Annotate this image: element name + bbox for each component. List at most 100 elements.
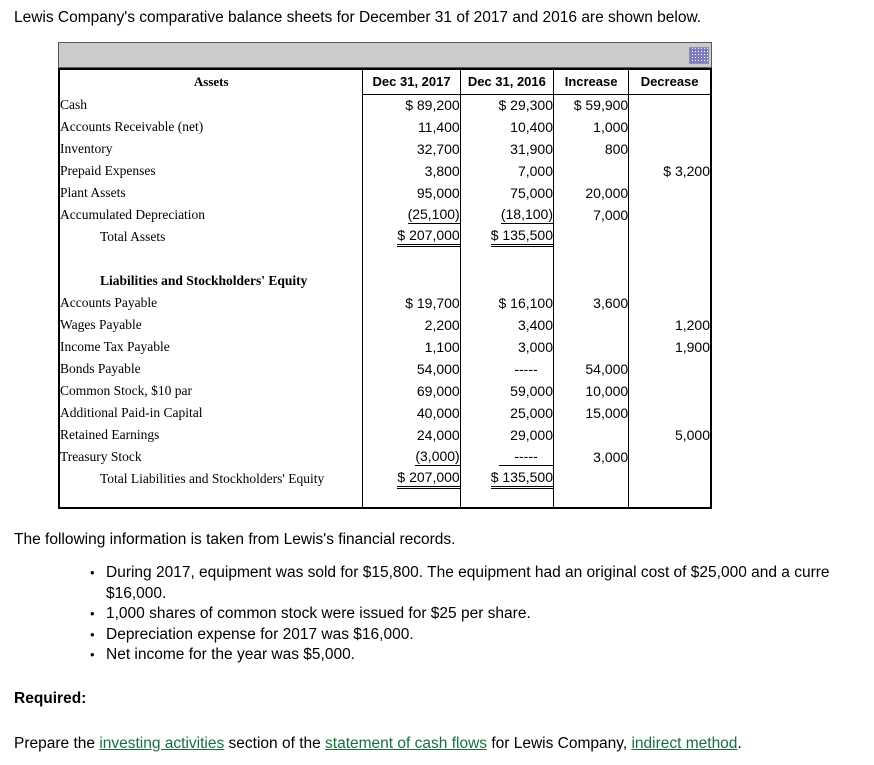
table-row: Accounts Receivable (net) 11,400 10,400 … xyxy=(59,116,711,138)
section-header-row: Liabilities and Stockholders' Equity xyxy=(59,270,711,292)
cell-decrease xyxy=(629,468,711,490)
row-label: Accumulated Depreciation xyxy=(59,204,364,226)
table-row: Accumulated Depreciation (25,100) (18,10… xyxy=(59,204,711,226)
col-header-2016: Dec 31, 2016 xyxy=(460,69,555,95)
total-liabilities-row: Total Liabilities and Stockholders' Equi… xyxy=(59,468,711,490)
cell-increase: $ 59,900 xyxy=(553,94,630,116)
table-row: Prepaid Expenses 3,800 7,000 $ 3,200 xyxy=(59,160,711,182)
row-label: Inventory xyxy=(59,138,364,160)
cell-2017: 3,800 xyxy=(362,160,461,182)
col-header-decrease: Decrease xyxy=(628,69,711,95)
row-label: Treasury Stock xyxy=(59,446,364,468)
cell-2017: 40,000 xyxy=(362,402,461,424)
cell-decrease xyxy=(629,380,711,402)
cell-decrease xyxy=(629,402,711,424)
balance-sheet-widget: Assets Dec 31, 2017 Dec 31, 2016 Increas… xyxy=(58,42,712,509)
cell-2016: 10,400 xyxy=(460,116,555,138)
cell-decrease: 1,900 xyxy=(674,339,710,355)
total-assets-row: Total Assets $ 207,000 $ 135,500 xyxy=(59,226,711,248)
cell-decrease xyxy=(629,204,711,226)
cell-2016: ----- xyxy=(460,446,555,468)
cell-2016: 7,000 xyxy=(460,160,555,182)
cell-2017: 11,400 xyxy=(362,116,461,138)
statement-of-cash-flows-link[interactable]: statement of cash flows xyxy=(325,734,488,752)
fact-1-line-2: $16,000. xyxy=(106,584,167,602)
cell-2017: (3,000) xyxy=(362,446,461,468)
row-label: Accounts Receivable (net) xyxy=(59,116,364,138)
cell-increase xyxy=(553,336,630,358)
cell-2016: ----- xyxy=(460,358,555,380)
list-item: Net income for the year was $5,000. xyxy=(90,645,874,666)
grid-icon[interactable] xyxy=(689,46,709,64)
spacer-row xyxy=(59,248,711,270)
cell-increase: 20,000 xyxy=(553,182,630,204)
list-item: 1,000 shares of common stock were issued… xyxy=(90,604,874,625)
row-label: Bonds Payable xyxy=(59,358,364,380)
table-row: Accounts Payable $ 19,700 $ 16,100 3,600 xyxy=(59,292,711,314)
table-row: Bonds Payable 54,000 ----- 54,000 xyxy=(59,358,711,380)
list-item: During 2017, equipment was sold for $15,… xyxy=(90,563,874,604)
cell-2016: $ 135,500 xyxy=(460,226,555,248)
col-header-2017: Dec 31, 2017 xyxy=(362,69,461,95)
cell-2017: 1,100 xyxy=(362,336,461,358)
table-row: Inventory 32,700 31,900 800 xyxy=(59,138,711,160)
cell-decrease xyxy=(629,182,711,204)
investing-activities-link[interactable]: investing activities xyxy=(99,734,225,752)
cell-increase xyxy=(553,468,630,490)
table-row: Wages Payable 2,200 3,400 1,200 xyxy=(59,314,711,336)
row-label: Wages Payable xyxy=(59,314,364,336)
section-header-label: Liabilities and Stockholders' Equity xyxy=(59,270,364,292)
cell-increase: 3,000 xyxy=(553,446,630,468)
indirect-method-link[interactable]: indirect method xyxy=(631,734,738,752)
cell-2017: $ 19,700 xyxy=(362,292,461,314)
row-label: Total Assets xyxy=(59,226,364,248)
cell-2016: (18,100) xyxy=(460,204,555,226)
table-row: Retained Earnings 24,000 29,000 5,000 xyxy=(59,424,711,446)
cell-2016: 25,000 xyxy=(460,402,555,424)
table-row: Treasury Stock (3,000) ----- 3,000 xyxy=(59,446,711,468)
cell-2016: 59,000 xyxy=(460,380,555,402)
cell-increase: 54,000 xyxy=(553,358,630,380)
info-intro-text: The following information is taken from … xyxy=(14,531,456,548)
row-label: Plant Assets xyxy=(59,182,364,204)
cell-2017: 2,200 xyxy=(362,314,461,336)
cell-2016: 29,000 xyxy=(460,424,555,446)
cell-2017: $ 207,000 xyxy=(362,226,461,248)
cell-decrease xyxy=(629,292,711,314)
cell-2016: $ 29,300 xyxy=(460,94,555,116)
table-row: Common Stock, $10 par 69,000 59,000 10,0… xyxy=(59,380,711,402)
cell-increase xyxy=(553,160,630,182)
header-row: Assets Dec 31, 2017 Dec 31, 2016 Increas… xyxy=(59,69,711,95)
table-row: Additional Paid-in Capital 40,000 25,000… xyxy=(59,402,711,424)
task-instruction: Prepare the investing activities section… xyxy=(14,735,874,753)
cell-decrease xyxy=(629,138,711,160)
cell-decrease: 1,200 xyxy=(674,317,710,333)
cell-increase: 1,000 xyxy=(553,116,630,138)
cell-2017: 24,000 xyxy=(362,424,461,446)
cell-decrease xyxy=(629,94,711,116)
cell-2016: 31,900 xyxy=(460,138,555,160)
table-toolbar xyxy=(58,42,712,68)
col-header-increase: Increase xyxy=(553,69,630,95)
task-mid2: for Lewis Company, xyxy=(487,734,632,752)
cell-2016: 3,400 xyxy=(460,314,555,336)
cell-decrease xyxy=(629,116,711,138)
cell-decrease: $ 3,200 xyxy=(663,163,710,179)
table-row: Cash $ 89,200 $ 29,300 $ 59,900 xyxy=(59,94,711,116)
cell-decrease xyxy=(629,446,711,468)
cell-2016: $ 16,100 xyxy=(460,292,555,314)
cell-2017: 69,000 xyxy=(362,380,461,402)
row-label: Accounts Payable xyxy=(59,292,364,314)
row-label: Prepaid Expenses xyxy=(59,160,364,182)
balance-sheet-table: Assets Dec 31, 2017 Dec 31, 2016 Increas… xyxy=(58,68,712,509)
cell-increase xyxy=(553,226,630,248)
cell-increase: 7,000 xyxy=(553,204,630,226)
task-mid1: section of the xyxy=(224,734,326,752)
cell-increase: 15,000 xyxy=(553,402,630,424)
cell-2017: 54,000 xyxy=(362,358,461,380)
row-label: Retained Earnings xyxy=(59,424,364,446)
row-label: Common Stock, $10 par xyxy=(59,380,364,402)
cell-decrease xyxy=(629,226,711,248)
cell-decrease xyxy=(629,358,711,380)
problem-statement: Lewis Company's comparative balance shee… xyxy=(14,9,702,26)
